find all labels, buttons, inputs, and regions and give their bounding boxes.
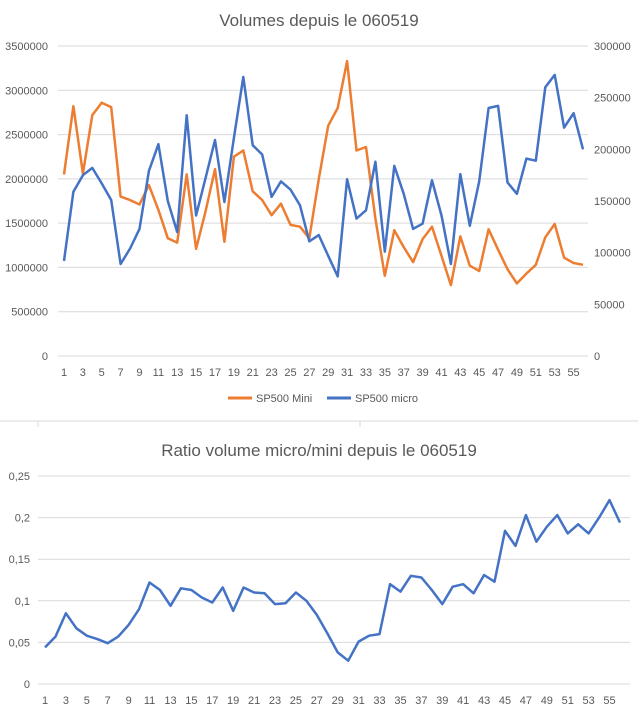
y-right-tick-label: 150000 <box>594 196 631 208</box>
y-right-tick-label: 300000 <box>594 41 631 53</box>
x-tick-label: 31 <box>341 367 353 379</box>
x-tick-label: 5 <box>84 695 90 707</box>
x-tick-label: 21 <box>248 695 260 707</box>
x-tick-label: 27 <box>303 367 315 379</box>
x-tick-label: 1 <box>42 695 48 707</box>
legend-mini-label: SP500 Mini <box>256 393 312 405</box>
x-tick-label: 9 <box>136 367 142 379</box>
y-left-tick-label: 0,1 <box>15 596 30 608</box>
chart2-title: Ratio volume micro/mini depuis le 060519 <box>161 441 477 460</box>
series-line-sp500-mini <box>62 59 584 287</box>
x-tick-label: 27 <box>311 695 323 707</box>
x-tick-label: 51 <box>530 367 542 379</box>
x-tick-label: 51 <box>562 695 574 707</box>
x-tick-label: 37 <box>398 367 410 379</box>
x-tick-label: 45 <box>473 367 485 379</box>
x-tick-label: 55 <box>603 695 615 707</box>
x-tick-label: 39 <box>416 367 428 379</box>
y-right-tick-label: 0 <box>594 351 600 363</box>
x-tick-label: 23 <box>269 695 281 707</box>
y-left-tick-label: 0,25 <box>9 471 30 483</box>
x-tick-label: 3 <box>63 695 69 707</box>
x-tick-label: 7 <box>105 695 111 707</box>
chart1-legend: SP500 Mini SP500 micro <box>228 393 418 405</box>
x-tick-label: 47 <box>520 695 532 707</box>
x-tick-label: 15 <box>185 695 197 707</box>
x-tick-label: 43 <box>478 695 490 707</box>
x-tick-label: 19 <box>227 695 239 707</box>
x-tick-label: 9 <box>126 695 132 707</box>
x-tick-label: 53 <box>583 695 595 707</box>
x-tick-label: 29 <box>322 367 334 379</box>
y-left-tick-label: 2500000 <box>5 130 48 142</box>
y-right-tick-label: 200000 <box>594 144 631 156</box>
x-tick-label: 35 <box>379 367 391 379</box>
x-tick-label: 29 <box>332 695 344 707</box>
x-tick-label: 43 <box>454 367 466 379</box>
x-tick-label: 25 <box>284 367 296 379</box>
y-left-tick-label: 3000000 <box>5 85 48 97</box>
x-tick-label: 7 <box>118 367 124 379</box>
chart1-title: Volumes depuis le 060519 <box>219 11 418 30</box>
x-tick-label: 5 <box>99 367 105 379</box>
y-left-tick-label: 0,05 <box>9 637 30 649</box>
x-tick-label: 53 <box>549 367 561 379</box>
y-left-tick-label: 0,2 <box>15 513 30 525</box>
y-left-tick-label: 1000000 <box>5 262 48 274</box>
x-tick-label: 41 <box>435 367 447 379</box>
y-left-tick-label: 0 <box>24 679 30 691</box>
y-left-tick-label: 3500000 <box>5 41 48 53</box>
y-left-tick-label: 1500000 <box>5 218 48 230</box>
chart-separator <box>0 420 638 427</box>
x-tick-label: 13 <box>171 367 183 379</box>
x-tick-label: 21 <box>247 367 259 379</box>
x-tick-label: 41 <box>457 695 469 707</box>
x-tick-label: 23 <box>265 367 277 379</box>
y-right-tick-label: 250000 <box>594 93 631 105</box>
y-left-tick-label: 0 <box>42 351 48 363</box>
x-tick-label: 49 <box>541 695 553 707</box>
x-tick-label: 1 <box>61 367 67 379</box>
x-tick-label: 33 <box>360 367 372 379</box>
x-tick-label: 17 <box>206 695 218 707</box>
y-left-tick-label: 500000 <box>11 307 48 319</box>
x-tick-label: 25 <box>290 695 302 707</box>
x-tick-label: 31 <box>353 695 365 707</box>
x-tick-label: 35 <box>394 695 406 707</box>
x-tick-label: 19 <box>228 367 240 379</box>
x-tick-label: 45 <box>499 695 511 707</box>
x-tick-label: 11 <box>153 367 164 379</box>
x-tick-label: 15 <box>190 367 202 379</box>
y-left-tick-label: 0,15 <box>9 554 30 566</box>
y-right-tick-label: 100000 <box>594 248 631 260</box>
legend-micro-label: SP500 micro <box>355 393 418 405</box>
x-tick-label: 55 <box>567 367 579 379</box>
x-tick-label: 13 <box>164 695 176 707</box>
x-tick-label: 11 <box>144 695 155 707</box>
y-right-tick-label: 50000 <box>594 299 625 311</box>
series-line-ratio <box>44 498 622 662</box>
series-line-sp500-micro <box>62 73 585 278</box>
x-tick-label: 49 <box>511 367 523 379</box>
y-left-tick-label: 2000000 <box>5 174 48 186</box>
x-tick-label: 17 <box>209 367 221 379</box>
x-tick-label: 3 <box>80 367 86 379</box>
x-tick-label: 47 <box>492 367 504 379</box>
x-tick-label: 37 <box>415 695 427 707</box>
x-tick-label: 33 <box>373 695 385 707</box>
x-tick-label: 39 <box>436 695 448 707</box>
